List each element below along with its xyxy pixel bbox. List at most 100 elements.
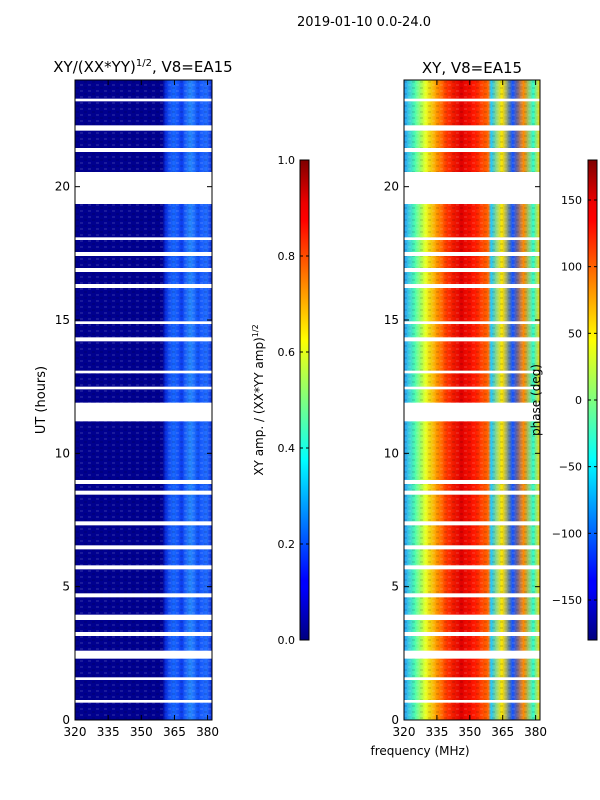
- left-gap-band: [75, 386, 212, 390]
- right-gap-band: [404, 148, 540, 152]
- left-y-tick-label: 10: [55, 446, 70, 460]
- left-gap-band: [75, 172, 212, 204]
- left-x-axis: 320 335 350 365 380: [64, 80, 219, 739]
- right-x-tick-label: 350: [458, 725, 481, 739]
- left-colorbar-ticks: 0.0 0.2 0.4 0.6 0.8 1.0: [278, 154, 309, 647]
- right-gap-band: [404, 370, 540, 374]
- right-colorbar-label: phase (deg): [529, 364, 543, 436]
- right-gap-band: [404, 593, 540, 598]
- left-x-tick-label: 335: [97, 725, 120, 739]
- left-gap-band: [75, 545, 212, 550]
- right-gap-band: [404, 545, 540, 550]
- left-gap-band: [75, 337, 212, 342]
- right-gap-band: [404, 632, 540, 636]
- left-gap-band: [75, 632, 212, 636]
- left-gap-band: [75, 402, 212, 422]
- right-gap-band: [404, 321, 540, 324]
- right-data-gaps: [404, 98, 540, 703]
- right-colorbar-tick-label: 100: [561, 261, 582, 274]
- left-colorbar-gradient: [299, 159, 310, 641]
- left-gap-band: [75, 521, 212, 526]
- right-gap-band: [404, 490, 540, 495]
- right-colorbar-ticks: −150 −100 −50 0 50 100 150: [552, 194, 597, 607]
- suptitle: 2019-01-10 0.0-24.0: [297, 15, 431, 30]
- left-x-tick-label: 320: [64, 725, 87, 739]
- left-y-tick-label: 20: [55, 180, 70, 194]
- right-y-tick-label: 10: [384, 446, 399, 460]
- right-x-tick-label: 320: [393, 725, 416, 739]
- left-y-tick-label: 15: [55, 313, 70, 327]
- left-colorbar-tick-label: 0.8: [278, 250, 296, 263]
- right-colorbar-tick-label: 150: [561, 194, 582, 207]
- right-colorbar-tick-label: 0: [575, 394, 582, 407]
- left-data-gaps: [75, 98, 212, 703]
- right-gap-band: [404, 125, 540, 131]
- right-y-tick-label: 20: [384, 180, 399, 194]
- left-colorbar-tick-label: 1.0: [278, 154, 296, 167]
- left-gap-band: [75, 268, 212, 272]
- right-colorbar-tick-label: 50: [568, 327, 582, 340]
- right-gap-band: [404, 337, 540, 342]
- left-gap-band: [75, 252, 212, 256]
- right-plot-frame: [403, 79, 541, 721]
- right-gap-band: [404, 252, 540, 256]
- left-colorbar-tick-label: 0.2: [278, 538, 296, 551]
- left-x-tick-label: 365: [163, 725, 186, 739]
- left-gap-band: [75, 677, 212, 680]
- left-gap-band: [75, 284, 212, 288]
- right-y-tick-label: 0: [391, 713, 399, 727]
- left-gap-band: [75, 565, 212, 570]
- left-gap-band: [75, 490, 212, 495]
- left-colorbar-tick-label: 0.0: [278, 634, 296, 647]
- right-x-axis: 320 335 350 365 380: [393, 80, 547, 739]
- x-axis-label: frequency (MHz): [370, 744, 469, 758]
- right-title: XY, V8=EA15: [422, 59, 522, 77]
- right-panel: XY, V8=EA15 320 335 350 365 380 0 5 10 15 20: [384, 59, 547, 739]
- right-colorbar-tick-label: −50: [559, 461, 582, 474]
- right-y-tick-label: 5: [391, 580, 399, 594]
- left-gap-band: [75, 237, 212, 240]
- right-gap-band: [404, 386, 540, 390]
- left-x-tick-label: 350: [130, 725, 153, 739]
- left-y-axis: 0 5 10 15 20: [55, 180, 212, 727]
- left-colorbar-tick-label: 0.4: [278, 442, 296, 455]
- right-gap-band: [404, 172, 540, 204]
- left-panel: XY/(XX*YY)1/2, V8=EA15 320 335 350 365 380 0…: [34, 58, 233, 739]
- left-colorbar-tick-label: 0.6: [278, 346, 296, 359]
- right-gap-band: [404, 480, 540, 484]
- right-gap-band: [404, 565, 540, 570]
- right-x-tick-label: 365: [491, 725, 514, 739]
- left-x-tick-label: 380: [196, 725, 219, 739]
- right-colorbar: −150 −100 −50 0 50 100 150 phase (deg): [529, 159, 598, 641]
- left-gap-band: [75, 480, 212, 484]
- right-x-tick-label: 335: [425, 725, 448, 739]
- right-gap-band: [404, 521, 540, 526]
- left-gap-band: [75, 321, 212, 324]
- left-y-tick-label: 5: [62, 580, 70, 594]
- left-gap-band: [75, 593, 212, 598]
- right-gap-band: [404, 268, 540, 272]
- left-colorbar: 0.0 0.2 0.4 0.6 0.8 1.0 XY amp. / (XX*YY amp)…: [251, 154, 310, 647]
- left-ylabel: UT (hours): [34, 366, 49, 434]
- right-y-tick-label: 15: [384, 313, 399, 327]
- left-gap-band: [75, 700, 212, 703]
- left-gap-band: [75, 614, 212, 620]
- right-x-tick-label: 380: [524, 725, 547, 739]
- right-gap-band: [404, 677, 540, 680]
- left-y-tick-label: 0: [62, 713, 70, 727]
- right-gap-band: [404, 650, 540, 659]
- right-gap-band: [404, 237, 540, 240]
- left-gap-band: [75, 650, 212, 659]
- left-colorbar-label: XY amp. / (XX*YY amp)1/2: [251, 324, 266, 475]
- left-gap-band: [75, 98, 212, 102]
- right-colorbar-tick-label: −150: [552, 594, 582, 607]
- left-gap-band: [75, 370, 212, 374]
- left-gap-band: [75, 148, 212, 152]
- right-gap-band: [404, 98, 540, 102]
- left-gap-band: [75, 125, 212, 131]
- right-gap-band: [404, 700, 540, 703]
- right-y-axis: 0 5 10 15 20: [384, 180, 540, 727]
- right-colorbar-tick-label: −100: [552, 527, 582, 540]
- left-title: XY/(XX*YY)1/2, V8=EA15: [53, 58, 232, 76]
